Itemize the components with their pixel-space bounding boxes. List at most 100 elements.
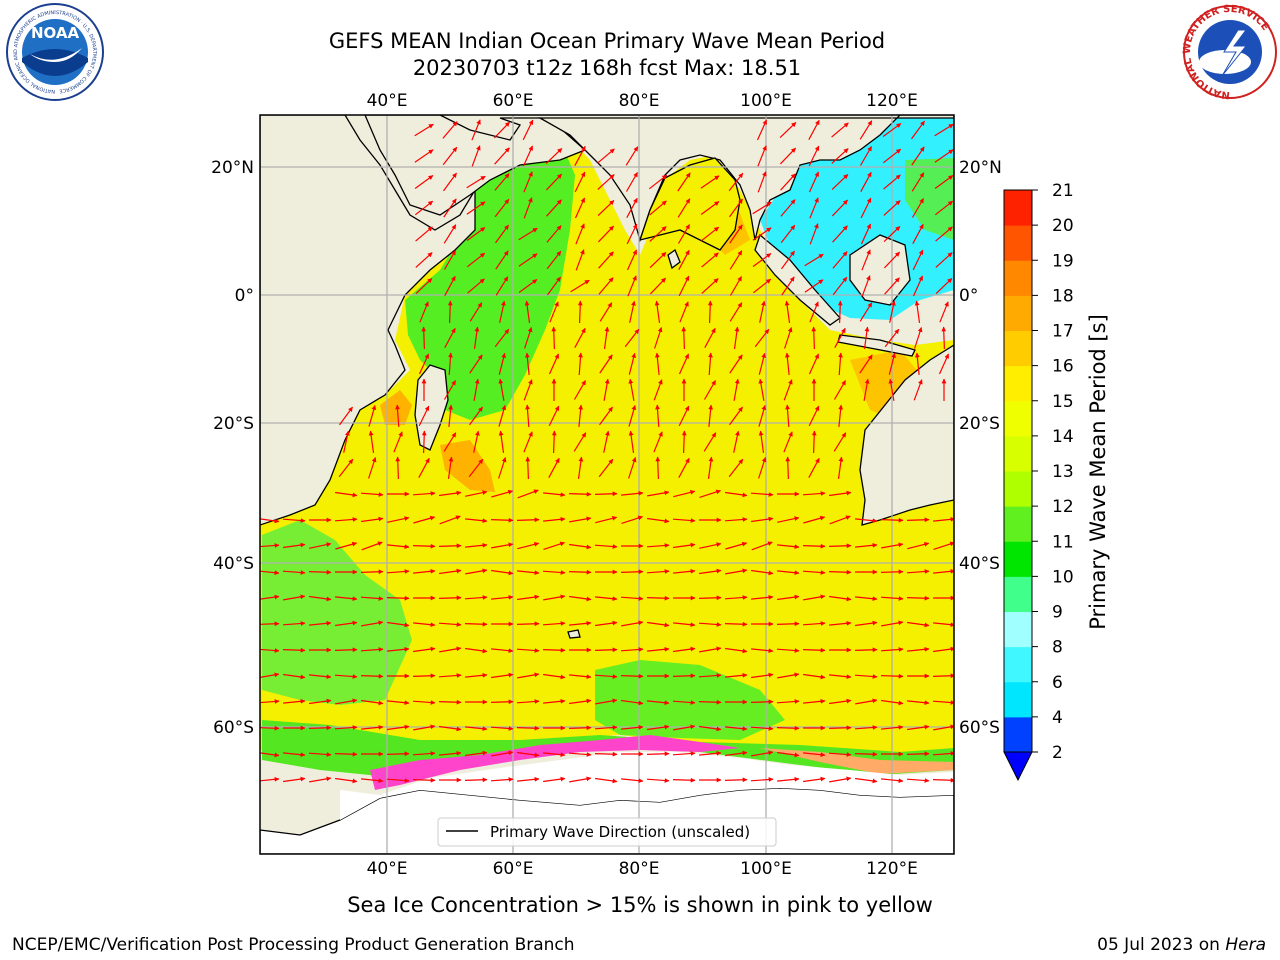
wave-arrow <box>883 174 901 190</box>
wave-arrow <box>838 352 843 376</box>
wave-arrow <box>725 647 748 654</box>
wave-arrow <box>647 621 670 628</box>
wave-arrow <box>469 354 483 374</box>
lat-tick-right: 0° <box>959 286 978 306</box>
wave-arrow <box>809 197 819 219</box>
wave-arrow <box>412 491 436 496</box>
wave-arrow <box>708 352 713 376</box>
wave-arrow <box>569 620 592 626</box>
wave-arrow <box>419 301 429 323</box>
colorbar-tick-label: 8 <box>1052 638 1063 658</box>
wave-arrow <box>932 673 954 679</box>
wave-arrow <box>413 568 436 574</box>
ocean-field-green-antarctic <box>595 660 785 740</box>
colorbar-segment <box>1004 225 1032 261</box>
wave-arrow <box>626 197 638 218</box>
wave-arrow <box>907 542 930 550</box>
colorbar-segment <box>1004 611 1032 648</box>
lat-tick-right: 20°S <box>959 414 1000 434</box>
wave-arrow <box>725 491 748 498</box>
wave-arrow <box>757 171 767 193</box>
wave-arrow <box>569 543 592 550</box>
wave-arrow <box>283 776 306 783</box>
wave-arrow <box>733 378 740 401</box>
wave-arrow <box>334 517 358 522</box>
wave-arrow <box>627 275 637 297</box>
wave-arrow <box>672 751 696 756</box>
wave-arrow <box>523 171 533 193</box>
wave-arrow <box>729 302 743 322</box>
wave-arrow <box>914 327 923 349</box>
wave-arrow <box>490 699 514 705</box>
wave-arrow <box>802 621 826 626</box>
wave-arrow <box>646 751 670 757</box>
wave-arrow <box>438 543 462 549</box>
wave-arrow <box>625 146 639 166</box>
wave-arrow <box>831 122 849 138</box>
ocean-field-orange-2 <box>440 440 495 492</box>
lat-tick-left: 0° <box>235 286 254 306</box>
wave-arrow <box>673 622 696 628</box>
colorbar-segment <box>1004 400 1032 437</box>
wave-arrow <box>517 751 540 758</box>
wave-arrow <box>834 327 846 348</box>
wave-arrow <box>524 327 533 349</box>
lat-ticks-right: 20°N 0° 20°S 40°S 60°S <box>959 158 1002 738</box>
wave-arrow <box>855 518 878 524</box>
wave-arrow <box>543 776 566 783</box>
wave-arrow <box>833 380 847 400</box>
wave-arrow <box>495 276 509 296</box>
wave-arrow <box>804 253 824 267</box>
wave-arrow <box>832 276 848 296</box>
wave-arrow <box>516 621 540 627</box>
wave-arrow <box>443 224 457 244</box>
wave-arrow <box>803 752 826 758</box>
lat-tick-right: 20°N <box>959 158 1002 178</box>
wave-arrow <box>498 378 505 401</box>
wave-arrow <box>283 752 306 758</box>
wave-arrow <box>569 674 592 680</box>
wave-arrow <box>465 568 488 575</box>
wave-arrow <box>465 490 488 497</box>
wave-arrow <box>413 646 436 653</box>
wave-arrow <box>466 175 486 189</box>
wave-arrow <box>628 404 637 427</box>
wave-arrow <box>491 648 514 654</box>
wave-arrow <box>598 277 614 295</box>
wave-arrow <box>913 379 923 401</box>
wave-arrow <box>412 543 436 549</box>
wave-arrow <box>784 352 790 375</box>
lon-tick-bottom: 100°E <box>740 859 792 879</box>
wave-arrow <box>491 489 514 498</box>
wave-arrow <box>933 568 954 574</box>
wave-arrow <box>808 457 820 478</box>
wave-arrow <box>443 172 457 192</box>
antarctic-white <box>340 752 954 820</box>
wave-arrow <box>906 751 930 757</box>
map-legend: Primary Wave Direction (unscaled) <box>437 817 777 847</box>
wave-arrow <box>938 353 950 375</box>
wave-arrow <box>751 672 774 679</box>
lat-tick-left: 20°N <box>211 158 254 178</box>
wave-arrow <box>808 353 820 375</box>
wave-arrow <box>466 252 486 268</box>
wave-arrow <box>523 379 533 401</box>
wave-arrow <box>598 251 614 269</box>
colorbar-tick-label: 9 <box>1052 603 1063 623</box>
wave-arrow <box>881 620 904 627</box>
wave-arrow <box>543 516 566 522</box>
lon-tick-top: 40°E <box>367 91 408 111</box>
wave-arrow <box>729 250 743 270</box>
wave-arrow <box>517 570 540 576</box>
wave-arrow <box>599 354 613 374</box>
wave-arrow <box>414 175 434 189</box>
wave-arrow <box>418 405 430 427</box>
wave-arrow <box>574 171 586 193</box>
footer-date-text: 05 Jul 2023 on <box>1097 935 1225 955</box>
wave-arrow <box>543 541 565 550</box>
wave-arrow <box>551 326 557 350</box>
lon-ticks-top: 40°E 60°E 80°E 100°E 120°E <box>367 91 918 111</box>
wave-arrow <box>809 301 819 323</box>
colorbar-tick-label: 13 <box>1052 462 1074 482</box>
land-madagascar <box>414 364 449 451</box>
